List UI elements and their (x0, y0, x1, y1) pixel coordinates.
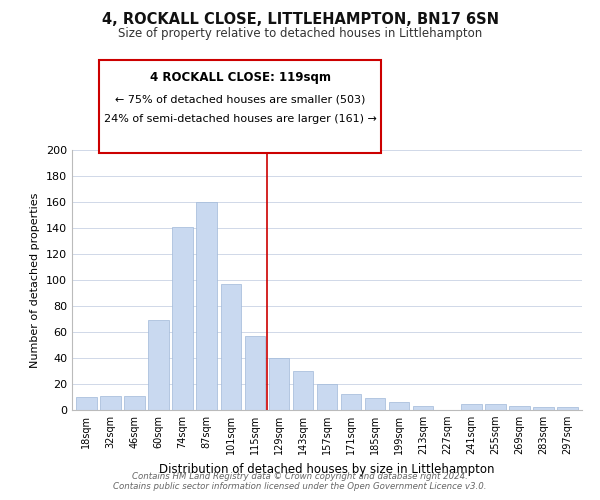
Bar (76, 397, 97, 410)
Bar (172, 226, 193, 410)
Text: Size of property relative to detached houses in Littlehampton: Size of property relative to detached ho… (118, 28, 482, 40)
Text: Contains public sector information licensed under the Open Government Licence v3: Contains public sector information licen… (113, 482, 487, 491)
Bar (148, 320, 169, 410)
Bar (389, 402, 409, 410)
Bar (124, 396, 145, 410)
Bar (100, 396, 121, 410)
Y-axis label: Number of detached properties: Number of detached properties (31, 192, 40, 368)
Bar (221, 284, 241, 410)
X-axis label: Distribution of detached houses by size in Littlehampton: Distribution of detached houses by size … (159, 462, 495, 475)
Bar (365, 398, 385, 410)
Bar (533, 408, 554, 410)
Text: 24% of semi-detached houses are larger (161) →: 24% of semi-detached houses are larger (… (104, 114, 376, 124)
Text: 4 ROCKALL CLOSE: 119sqm: 4 ROCKALL CLOSE: 119sqm (149, 71, 331, 84)
Text: Contains HM Land Registry data © Crown copyright and database right 2024.: Contains HM Land Registry data © Crown c… (132, 472, 468, 481)
Bar (485, 404, 506, 410)
Bar (341, 394, 361, 410)
Bar (245, 336, 265, 410)
Text: 4, ROCKALL CLOSE, LITTLEHAMPTON, BN17 6SN: 4, ROCKALL CLOSE, LITTLEHAMPTON, BN17 6S… (101, 12, 499, 28)
Text: ← 75% of detached houses are smaller (503): ← 75% of detached houses are smaller (50… (115, 94, 365, 104)
Bar (293, 371, 313, 410)
Bar (509, 406, 530, 410)
Bar (196, 202, 217, 410)
Bar (413, 406, 433, 410)
Bar (269, 358, 289, 410)
Bar (461, 404, 482, 410)
Bar (557, 408, 578, 410)
Bar (317, 384, 337, 410)
